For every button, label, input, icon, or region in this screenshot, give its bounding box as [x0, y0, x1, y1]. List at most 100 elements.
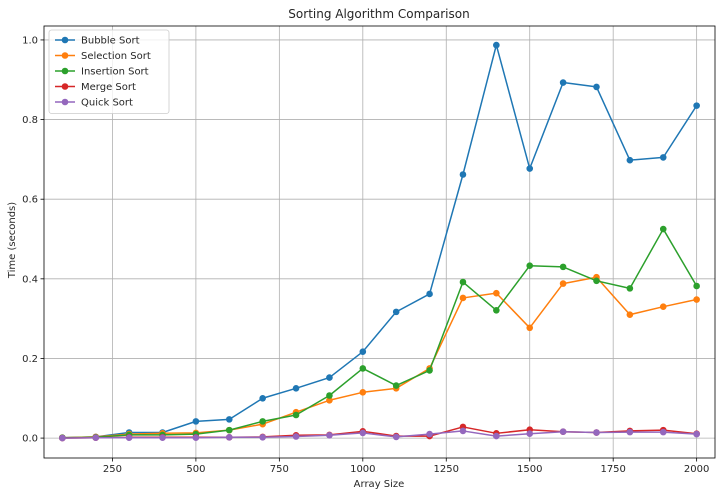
data-point-bubble-sort	[259, 394, 266, 402]
data-point-quick-sort	[59, 434, 66, 442]
data-point-insertion-sort	[426, 367, 433, 374]
x-tick-label: 1000	[350, 464, 375, 475]
data-point-insertion-sort	[459, 278, 467, 286]
data-point-bubble-sort	[526, 165, 534, 172]
data-point-bubble-sort	[659, 154, 667, 161]
data-point-bubble-sort	[626, 156, 634, 164]
data-point-quick-sort	[125, 434, 133, 441]
data-point-selection-sort	[493, 289, 500, 297]
data-point-quick-sort	[459, 427, 467, 435]
data-point-insertion-sort	[392, 382, 400, 389]
data-point-bubble-sort	[493, 41, 500, 49]
x-tick-label: 1750	[600, 464, 625, 475]
data-point-bubble-sort	[392, 308, 400, 316]
data-point-quick-sort	[192, 434, 200, 441]
data-point-insertion-sort	[292, 411, 300, 419]
series-line-quick-sort	[62, 430, 697, 439]
data-point-insertion-sort	[259, 418, 266, 425]
data-point-selection-sort	[359, 389, 367, 396]
data-point-quick-sort	[693, 430, 700, 438]
legend-swatch-marker	[61, 98, 69, 106]
data-point-selection-sort	[659, 303, 667, 311]
legend-swatch-marker	[61, 36, 69, 44]
x-axis-label: Array Size	[354, 479, 405, 490]
data-point-bubble-sort	[459, 171, 467, 178]
data-point-bubble-sort	[593, 83, 600, 91]
data-point-bubble-sort	[559, 79, 567, 86]
legend: Bubble Sort Selection Sort Insertion Sort M…	[48, 29, 170, 114]
legend-label: Insertion Sort	[81, 67, 149, 78]
x-axis: 250 500 750 1000 1250 1500 1750 2000	[103, 458, 709, 475]
legend-label: Merge Sort	[81, 82, 136, 93]
data-point-quick-sort	[559, 428, 567, 436]
data-point-bubble-sort	[693, 102, 700, 109]
data-point-quick-sort	[626, 428, 634, 436]
data-point-quick-sort	[426, 430, 433, 438]
data-point-quick-sort	[493, 432, 500, 440]
series-line-bubble-sort	[62, 44, 698, 439]
data-point-insertion-sort	[659, 225, 667, 233]
x-tick-label: 500	[186, 464, 205, 475]
y-axis-label: Time (seconds)	[7, 202, 18, 279]
data-point-quick-sort	[392, 433, 400, 441]
data-point-quick-sort	[225, 433, 233, 441]
grid	[44, 26, 715, 458]
legend-swatch-marker	[61, 67, 69, 75]
legend-label: Quick Sort	[81, 98, 133, 109]
data-point-quick-sort	[326, 432, 333, 439]
x-tick-label: 2000	[684, 464, 709, 475]
series-layer	[59, 41, 700, 442]
series-selection-sort	[59, 273, 700, 441]
data-point-quick-sort	[593, 429, 600, 436]
data-point-bubble-sort	[192, 418, 200, 425]
legend-swatch-marker	[61, 52, 69, 59]
data-point-selection-sort	[326, 396, 333, 404]
data-point-quick-sort	[659, 428, 667, 436]
data-point-selection-sort	[559, 280, 567, 287]
data-point-selection-sort	[693, 296, 700, 303]
y-tick-label: 0.0	[22, 434, 38, 445]
data-point-insertion-sort	[225, 426, 233, 434]
data-point-bubble-sort	[292, 385, 300, 392]
data-point-insertion-sort	[626, 285, 634, 292]
legend-label: Bubble Sort	[81, 36, 140, 47]
data-point-quick-sort	[159, 434, 166, 441]
data-point-quick-sort	[292, 433, 300, 440]
x-tick-label: 250	[103, 464, 122, 475]
data-point-insertion-sort	[693, 282, 700, 290]
data-point-bubble-sort	[426, 290, 433, 298]
series-insertion-sort	[59, 225, 700, 441]
x-tick-label: 1250	[434, 464, 459, 475]
series-line-insertion-sort	[62, 228, 698, 439]
legend-label: Selection Sort	[81, 51, 151, 62]
plot-frame	[43, 25, 716, 459]
data-point-bubble-sort	[359, 348, 367, 355]
data-point-insertion-sort	[526, 262, 534, 269]
data-point-quick-sort	[359, 429, 367, 437]
data-point-insertion-sort	[593, 277, 600, 285]
data-point-selection-sort	[526, 324, 534, 332]
data-point-bubble-sort	[326, 374, 333, 381]
data-point-selection-sort	[459, 294, 467, 302]
series-quick-sort	[59, 427, 700, 442]
data-point-bubble-sort	[225, 416, 233, 423]
y-tick-label: 0.4	[22, 274, 38, 285]
legend-box	[48, 29, 170, 114]
data-point-insertion-sort	[359, 365, 367, 372]
x-tick-label: 1500	[517, 464, 542, 475]
data-point-quick-sort	[526, 430, 534, 438]
legend-swatch-marker	[61, 83, 69, 90]
y-tick-label: 1.0	[22, 35, 38, 46]
y-tick-label: 0.6	[22, 195, 38, 206]
series-line-selection-sort	[62, 276, 697, 439]
chart-title: Sorting Algorithm Comparison	[288, 7, 469, 21]
data-point-quick-sort	[259, 433, 266, 441]
y-tick-label: 0.8	[22, 115, 38, 126]
y-tick-label: 0.2	[22, 354, 38, 365]
data-point-insertion-sort	[493, 306, 500, 314]
data-point-selection-sort	[626, 311, 634, 318]
data-point-insertion-sort	[326, 392, 333, 399]
y-axis: 0.0 0.2 0.4 0.6 0.8 1.0	[22, 35, 44, 445]
series-bubble-sort	[59, 41, 700, 441]
